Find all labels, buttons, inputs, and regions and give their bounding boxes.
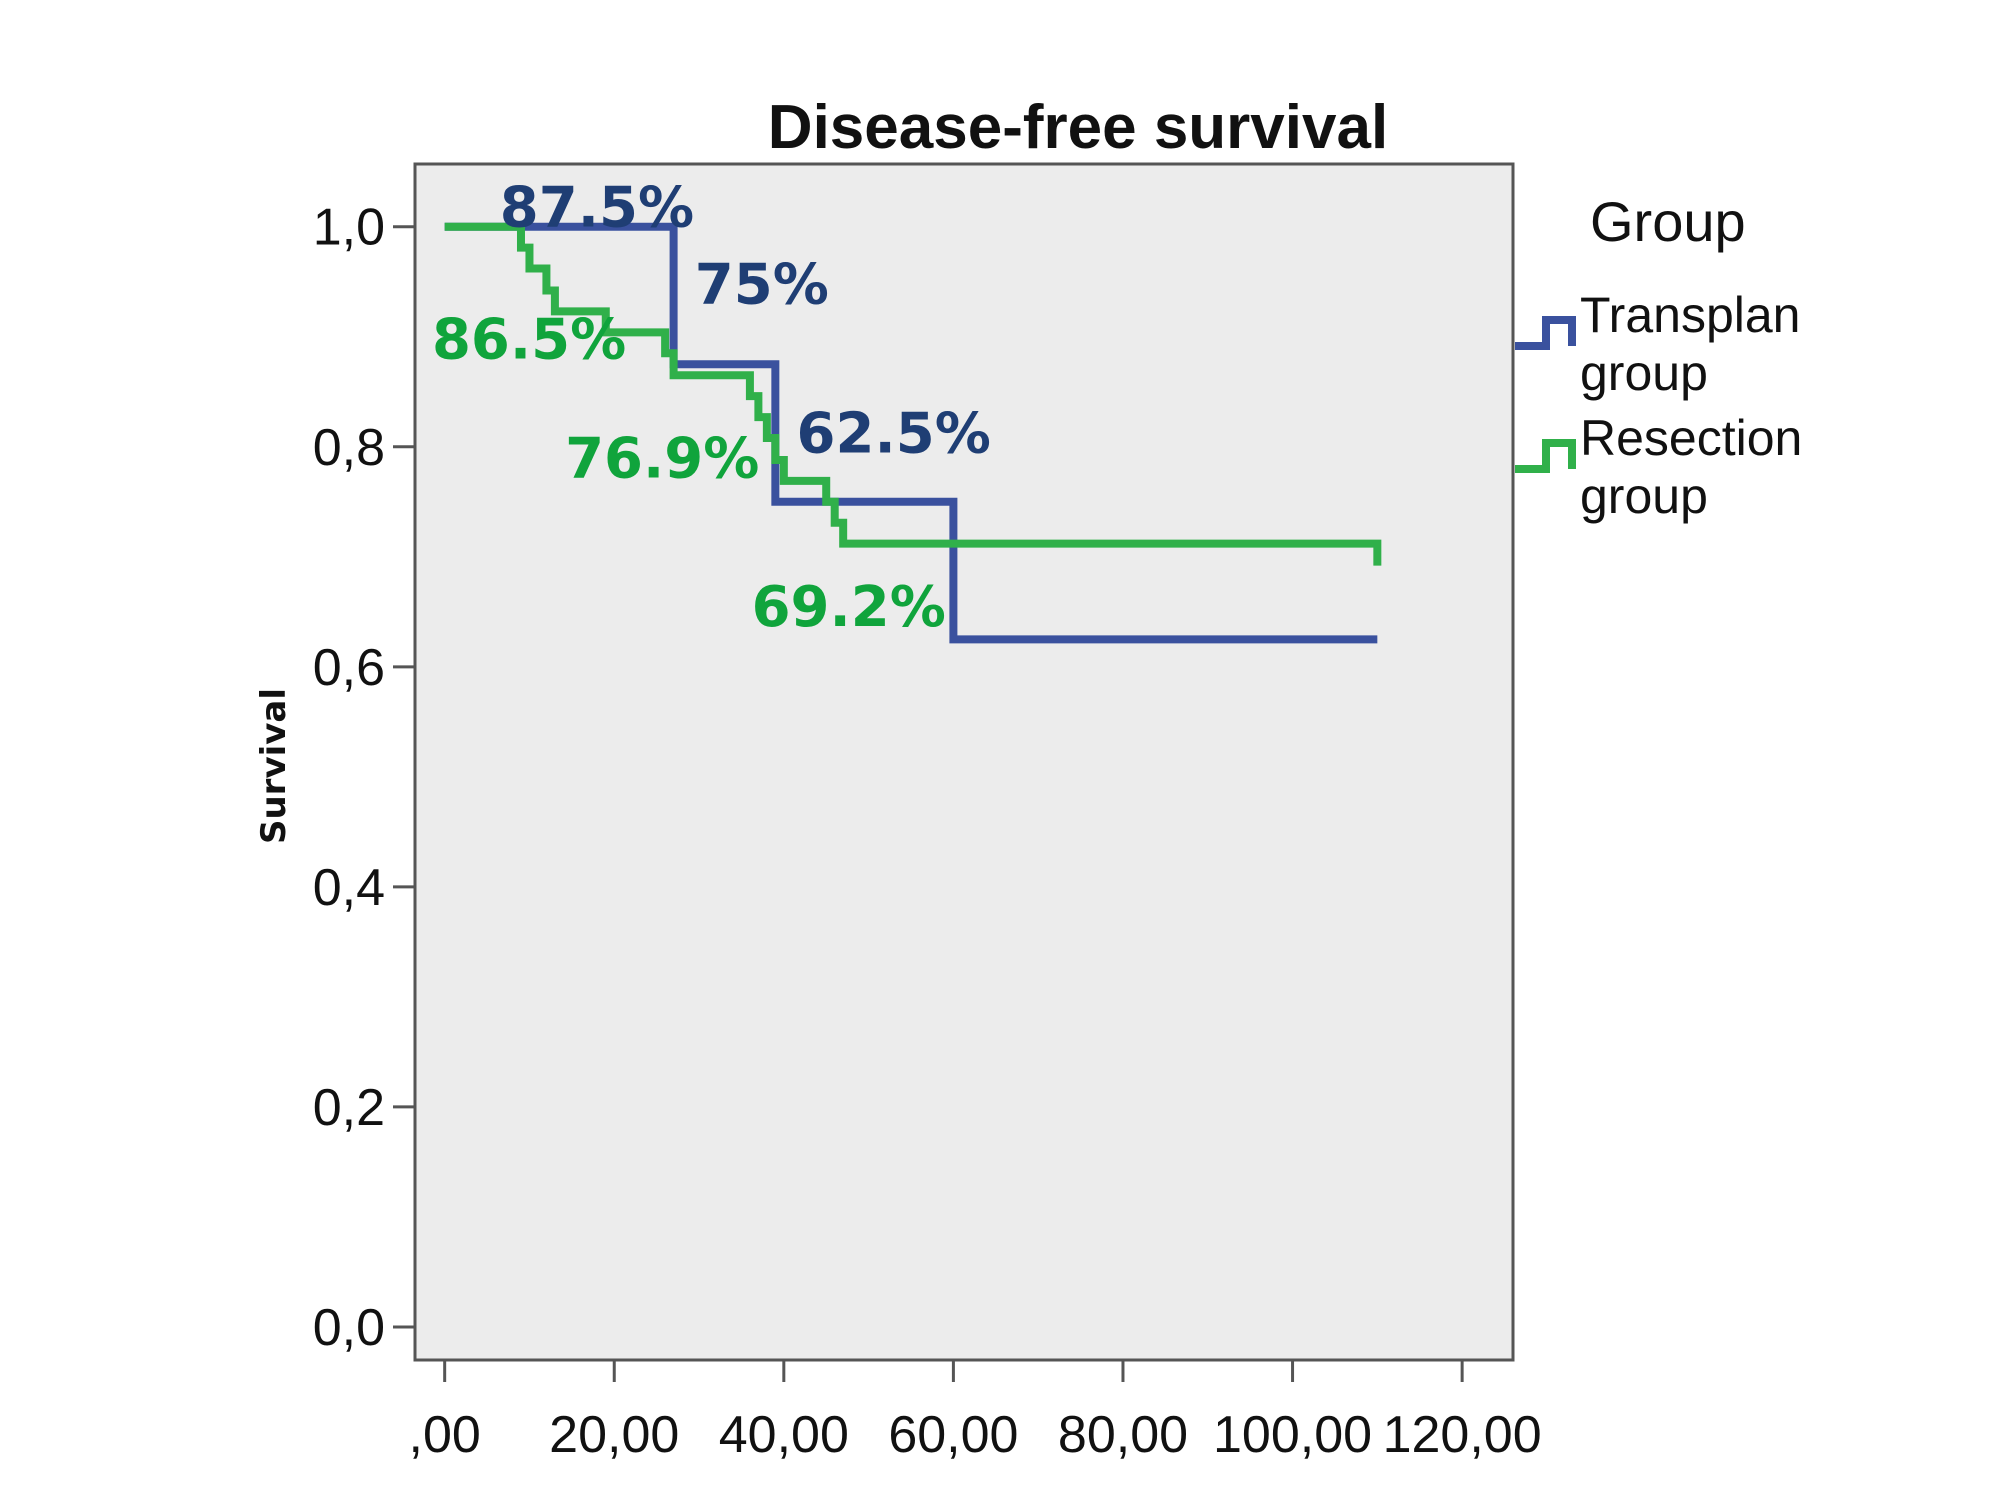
- series-line-resection: [444, 222, 1382, 566]
- x-tick-label: 60,00: [888, 1406, 1018, 1464]
- series-line-transplant: [444, 222, 1378, 644]
- axes: 0,0 0,2 0,4 0,6 0,8 1,0 ,00 20,00 40,00 60,00 80,0…: [313, 199, 1542, 1464]
- chart-title: Disease-free survival: [768, 93, 1388, 162]
- y-tick-label: 0,2: [313, 1079, 385, 1137]
- y-axis-label: Survival: [254, 688, 294, 844]
- legend-title: Group: [1590, 190, 1746, 253]
- legend-label: group: [1580, 468, 1708, 524]
- annotations: 87.5%75% 86.5% 62.5% 76.9% 69.2%: [432, 176, 991, 640]
- y-tick-label: 1,0: [313, 199, 385, 257]
- legend-swatch: [1515, 316, 1576, 350]
- annotation-label: 87.5%: [500, 176, 694, 241]
- annotation-label: 76.9%: [565, 427, 759, 492]
- x-tick-label: 20,00: [549, 1406, 679, 1464]
- y-tick-label: 0,4: [313, 859, 385, 917]
- x-tick-label: 100,00: [1213, 1406, 1372, 1464]
- series-lines: [444, 222, 1382, 644]
- legend-swatch: [1515, 439, 1576, 473]
- x-tick-label: 40,00: [719, 1406, 849, 1464]
- legend-label: Resection: [1580, 410, 1802, 466]
- plot-area: [413, 162, 1515, 1362]
- y-tick-label: 0,0: [313, 1299, 385, 1357]
- x-tick-label: 80,00: [1058, 1406, 1188, 1464]
- x-tick-label: 120,00: [1383, 1406, 1542, 1464]
- y-tick-label: 0,8: [313, 419, 385, 477]
- x-tick-label: ,00: [409, 1406, 481, 1464]
- y-tick-label: 0,6: [313, 639, 385, 697]
- legend-label: group: [1580, 345, 1708, 401]
- annotation-label: 86.5%: [432, 308, 626, 373]
- annotation-label: 69.2%: [752, 575, 946, 640]
- annotation-label: 75%: [695, 253, 829, 318]
- legend-label: Transplan: [1580, 287, 1800, 343]
- annotation-label: 62.5%: [797, 401, 991, 466]
